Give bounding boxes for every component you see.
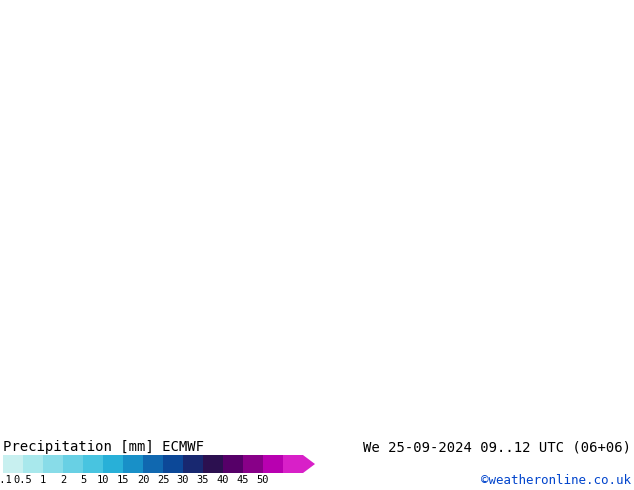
Bar: [43, 455, 63, 473]
Bar: [203, 455, 223, 473]
Text: ©weatheronline.co.uk: ©weatheronline.co.uk: [481, 474, 631, 487]
Bar: [183, 455, 203, 473]
Text: Precipitation [mm] ECMWF: Precipitation [mm] ECMWF: [3, 440, 204, 454]
Text: 1: 1: [40, 474, 46, 485]
Bar: [63, 455, 83, 473]
Bar: [223, 455, 243, 473]
Bar: [263, 455, 283, 473]
Text: 15: 15: [117, 474, 129, 485]
Text: 45: 45: [236, 474, 249, 485]
Text: 40: 40: [217, 474, 230, 485]
Bar: [103, 455, 123, 473]
Bar: [83, 455, 103, 473]
Text: 20: 20: [137, 474, 149, 485]
Text: 35: 35: [197, 474, 209, 485]
Bar: [243, 455, 263, 473]
Text: 0.1: 0.1: [0, 474, 13, 485]
Bar: [23, 455, 43, 473]
Bar: [123, 455, 143, 473]
Text: 50: 50: [257, 474, 269, 485]
Text: 25: 25: [157, 474, 169, 485]
Bar: [3, 455, 23, 473]
Bar: [143, 455, 163, 473]
Text: 0.5: 0.5: [13, 474, 32, 485]
Bar: [283, 455, 303, 473]
Text: 2: 2: [60, 474, 66, 485]
FancyArrow shape: [303, 455, 315, 473]
Text: 10: 10: [97, 474, 109, 485]
Text: 30: 30: [177, 474, 190, 485]
Bar: [163, 455, 183, 473]
Text: We 25-09-2024 09..12 UTC (06+06): We 25-09-2024 09..12 UTC (06+06): [363, 440, 631, 454]
Text: 5: 5: [80, 474, 86, 485]
